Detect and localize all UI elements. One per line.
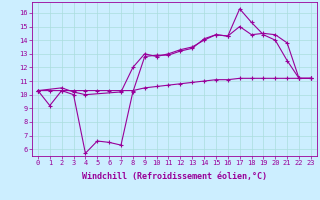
- X-axis label: Windchill (Refroidissement éolien,°C): Windchill (Refroidissement éolien,°C): [82, 172, 267, 181]
